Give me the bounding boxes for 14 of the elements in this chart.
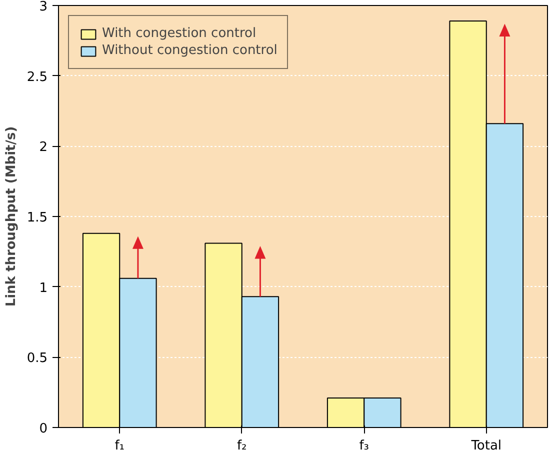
- x-tick-label: f₁: [114, 438, 125, 454]
- y-tick-label: 1.5: [26, 210, 48, 226]
- y-tick-label: 0: [39, 422, 48, 436]
- y-tick-label: 2: [39, 140, 48, 156]
- x-tick-label: f₂: [236, 438, 247, 454]
- legend-label: Without congestion control: [102, 43, 278, 58]
- legend-label: With congestion control: [102, 26, 256, 41]
- y-tick-label: 0.5: [26, 351, 48, 366]
- x-tick-label: Total: [470, 438, 502, 454]
- y-tick-label: 3: [39, 0, 48, 14]
- y-tick-label: 1: [39, 280, 48, 296]
- y-axis-title: Link throughput (Mbit/s): [4, 126, 19, 307]
- y-tick-label: 2.5: [26, 70, 48, 85]
- x-tick-label: f₃: [359, 438, 370, 454]
